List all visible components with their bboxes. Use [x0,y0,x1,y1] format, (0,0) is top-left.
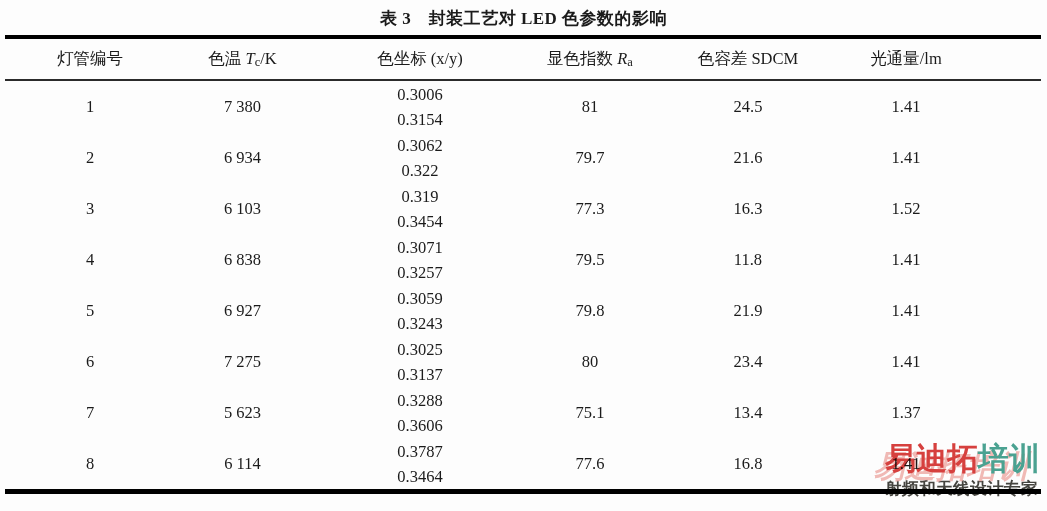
cri-subscript: a [627,55,633,69]
chromaticity-x-value: 0.3062 [310,133,530,158]
col-header-chromaticity: 色坐标 (x/y) [310,37,530,80]
table-row: 7 5 623 0.3288 0.3606 75.1 13.4 1.37 [5,387,1041,438]
cell-chromaticity: 0.3006 0.3154 [310,80,530,132]
cell-sdcm: 16.8 [650,438,846,492]
col-header-cri: 显色指数 Ra [530,37,650,80]
cell-color-temperature: 6 927 [175,285,310,336]
cell-chromaticity: 0.3059 0.3243 [310,285,530,336]
header-row: 灯管编号 色温 Tc/K 色坐标 (x/y) 显色指数 Ra 色容差 SDCM … [5,37,1041,80]
cell-luminous-flux: 1.52 [846,183,1041,234]
cell-cri: 77.6 [530,438,650,492]
chromaticity-x-value: 0.3288 [310,388,530,413]
table-caption: 表 3 封装工艺对 LED 色参数的影响 [0,7,1047,30]
chromaticity-x-value: 0.3787 [310,439,530,464]
col-header-sdcm: 色容差 SDCM [650,37,846,80]
cell-lamp-number: 2 [5,132,175,183]
chromaticity-y-value: 0.3154 [310,107,530,132]
cell-luminous-flux: 1.41 [846,80,1041,132]
col-header-luminous-flux-label: 光通量/lm [870,49,942,68]
cell-cri: 79.8 [530,285,650,336]
cell-lamp-number: 4 [5,234,175,285]
col-header-color-temperature: 色温 Tc/K [175,37,310,80]
cell-cri: 79.5 [530,234,650,285]
cell-luminous-flux: 1.41 [846,336,1041,387]
table-row: 5 6 927 0.3059 0.3243 79.8 21.9 1.41 [5,285,1041,336]
cell-sdcm: 21.6 [650,132,846,183]
chromaticity-y-value: 0.3137 [310,362,530,387]
led-color-parameters-table: 灯管编号 色温 Tc/K 色坐标 (x/y) 显色指数 Ra 色容差 SDCM … [5,35,1041,494]
cell-chromaticity: 0.3025 0.3137 [310,336,530,387]
chromaticity-y-value: 0.3257 [310,260,530,285]
cell-cri: 79.7 [530,132,650,183]
cell-chromaticity: 0.3071 0.3257 [310,234,530,285]
table-row: 6 7 275 0.3025 0.3137 80 23.4 1.41 [5,336,1041,387]
chromaticity-x-value: 0.3006 [310,82,530,107]
chromaticity-x-value: 0.3025 [310,337,530,362]
cell-color-temperature: 7 275 [175,336,310,387]
cell-lamp-number: 1 [5,80,175,132]
cell-chromaticity: 0.3288 0.3606 [310,387,530,438]
table-row: 4 6 838 0.3071 0.3257 79.5 11.8 1.41 [5,234,1041,285]
color-temp-prefix: 色温 [208,49,245,68]
cell-color-temperature: 6 838 [175,234,310,285]
chromaticity-x-value: 0.3059 [310,286,530,311]
cell-luminous-flux: 1.41 [846,438,1041,492]
chromaticity-y-value: 0.3464 [310,464,530,489]
table-row: 3 6 103 0.319 0.3454 77.3 16.3 1.52 [5,183,1041,234]
table-row: 1 7 380 0.3006 0.3154 81 24.5 1.41 [5,80,1041,132]
cell-sdcm: 24.5 [650,80,846,132]
cri-symbol: R [617,49,627,68]
cell-chromaticity: 0.3062 0.322 [310,132,530,183]
table-row: 8 6 114 0.3787 0.3464 77.6 16.8 1.41 [5,438,1041,492]
cell-color-temperature: 6 103 [175,183,310,234]
cell-luminous-flux: 1.41 [846,132,1041,183]
cell-luminous-flux: 1.41 [846,285,1041,336]
col-header-lamp-number-label: 灯管编号 [57,49,123,68]
chromaticity-y-value: 0.3454 [310,209,530,234]
chromaticity-y-value: 0.322 [310,158,530,183]
cell-color-temperature: 6 114 [175,438,310,492]
col-header-chromaticity-label: 色坐标 (x/y) [377,49,463,68]
cri-prefix: 显色指数 [547,49,617,68]
cell-cri: 80 [530,336,650,387]
col-header-luminous-flux: 光通量/lm [846,37,1041,80]
cell-lamp-number: 6 [5,336,175,387]
cell-lamp-number: 7 [5,387,175,438]
chromaticity-x-value: 0.3071 [310,235,530,260]
cell-chromaticity: 0.319 0.3454 [310,183,530,234]
cell-sdcm: 16.3 [650,183,846,234]
cell-lamp-number: 8 [5,438,175,492]
cell-chromaticity: 0.3787 0.3464 [310,438,530,492]
cell-color-temperature: 7 380 [175,80,310,132]
document-page: 表 3 封装工艺对 LED 色参数的影响 灯管编号 色温 Tc/K 色坐标 (x… [0,0,1047,511]
cell-lamp-number: 3 [5,183,175,234]
cell-sdcm: 23.4 [650,336,846,387]
chromaticity-y-value: 0.3243 [310,311,530,336]
cell-luminous-flux: 1.37 [846,387,1041,438]
col-header-lamp-number: 灯管编号 [5,37,175,80]
cell-color-temperature: 5 623 [175,387,310,438]
chromaticity-x-value: 0.319 [310,184,530,209]
cell-cri: 77.3 [530,183,650,234]
cell-cri: 75.1 [530,387,650,438]
cell-sdcm: 13.4 [650,387,846,438]
col-header-sdcm-label: 色容差 SDCM [698,49,798,68]
color-temp-unit: /K [260,49,277,68]
cell-sdcm: 11.8 [650,234,846,285]
chromaticity-y-value: 0.3606 [310,413,530,438]
table-row: 2 6 934 0.3062 0.322 79.7 21.6 1.41 [5,132,1041,183]
cell-color-temperature: 6 934 [175,132,310,183]
color-temp-symbol: T [245,49,254,68]
cell-luminous-flux: 1.41 [846,234,1041,285]
cell-cri: 81 [530,80,650,132]
cell-lamp-number: 5 [5,285,175,336]
cell-sdcm: 21.9 [650,285,846,336]
